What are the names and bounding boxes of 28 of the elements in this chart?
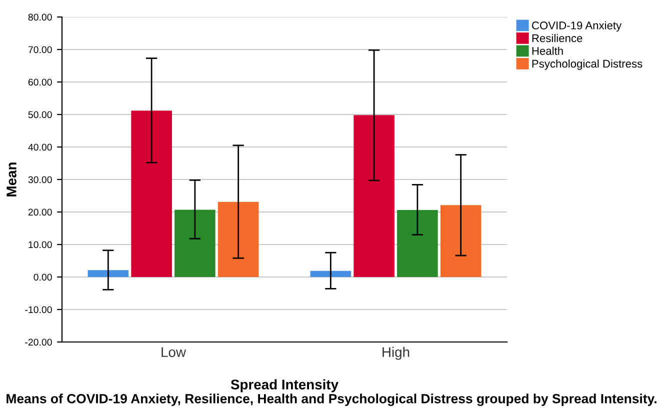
bar [131,110,172,277]
x-axis-title: Spread Intensity [230,379,338,392]
y-tick-label: -20.00 [25,338,52,346]
legend-label: Psychological Distress [532,59,642,70]
y-tick-label: 80.00 [28,14,52,21]
bar [218,202,259,277]
bar [397,210,438,277]
bar [354,115,394,277]
y-tick-label: 30.00 [28,176,52,184]
legend-label: COVID-19 Anxiety [532,21,622,32]
bar [310,270,352,277]
legend-label: Resilience [532,34,582,42]
bar [88,270,129,277]
text: Means of COVID-19 Anxiety, Resilience, Health and Psychological Distress grouped by Spread Intensity. [6,394,656,406]
y-axis-title: Mean [6,162,16,196]
y-tick-label: 50.00 [28,111,52,118]
x-tick-label: High [382,346,410,360]
bar [440,205,482,277]
y-tick-label: 20.00 [28,208,52,216]
y-tick-label: 60.00 [28,78,52,86]
y-tick-label: 40.00 [28,144,52,151]
legend-label: Health [532,46,563,55]
y-tick-label: 70.00 [28,46,52,54]
bar [174,210,216,277]
x-tick-label: Low [162,347,186,358]
y-tick-label: 10.00 [28,241,52,248]
y-tick-label: 0.00 [34,274,52,281]
y-tick-label: -10.00 [25,306,52,314]
